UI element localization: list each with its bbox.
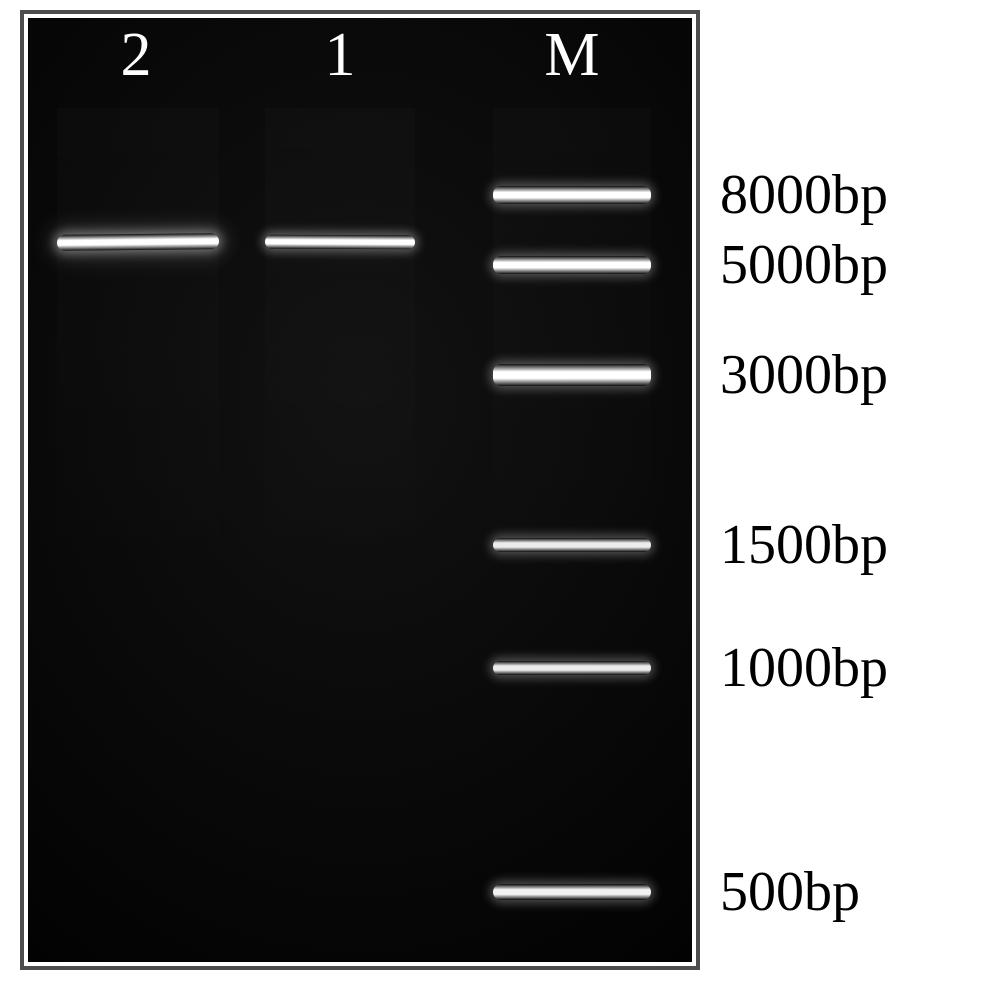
gel-band <box>493 661 651 675</box>
lane-label: 2 <box>121 24 152 86</box>
gel-figure: 2 1 M 8000bp 5000bp 3000bp 1500bp 1000bp 500bp <box>0 0 983 988</box>
lane-label: 1 <box>325 24 356 86</box>
marker-size-label: 3000bp <box>720 347 888 403</box>
gel-band <box>493 186 651 204</box>
lane-streak <box>493 108 651 932</box>
gel-image <box>28 18 692 962</box>
gel-band <box>493 884 651 900</box>
marker-size-label: 8000bp <box>720 167 888 223</box>
lane-streak <box>57 108 219 932</box>
gel-band <box>57 233 219 251</box>
gel-band <box>493 256 651 274</box>
gel-band <box>493 364 651 386</box>
marker-size-label: 500bp <box>720 864 860 920</box>
marker-size-label: 1000bp <box>720 640 888 696</box>
gel-band <box>265 235 415 250</box>
lane-streak <box>265 108 415 932</box>
marker-size-label: 1500bp <box>720 517 888 573</box>
lane-label: M <box>544 24 599 86</box>
gel-band <box>493 538 651 552</box>
marker-size-label: 5000bp <box>720 237 888 293</box>
